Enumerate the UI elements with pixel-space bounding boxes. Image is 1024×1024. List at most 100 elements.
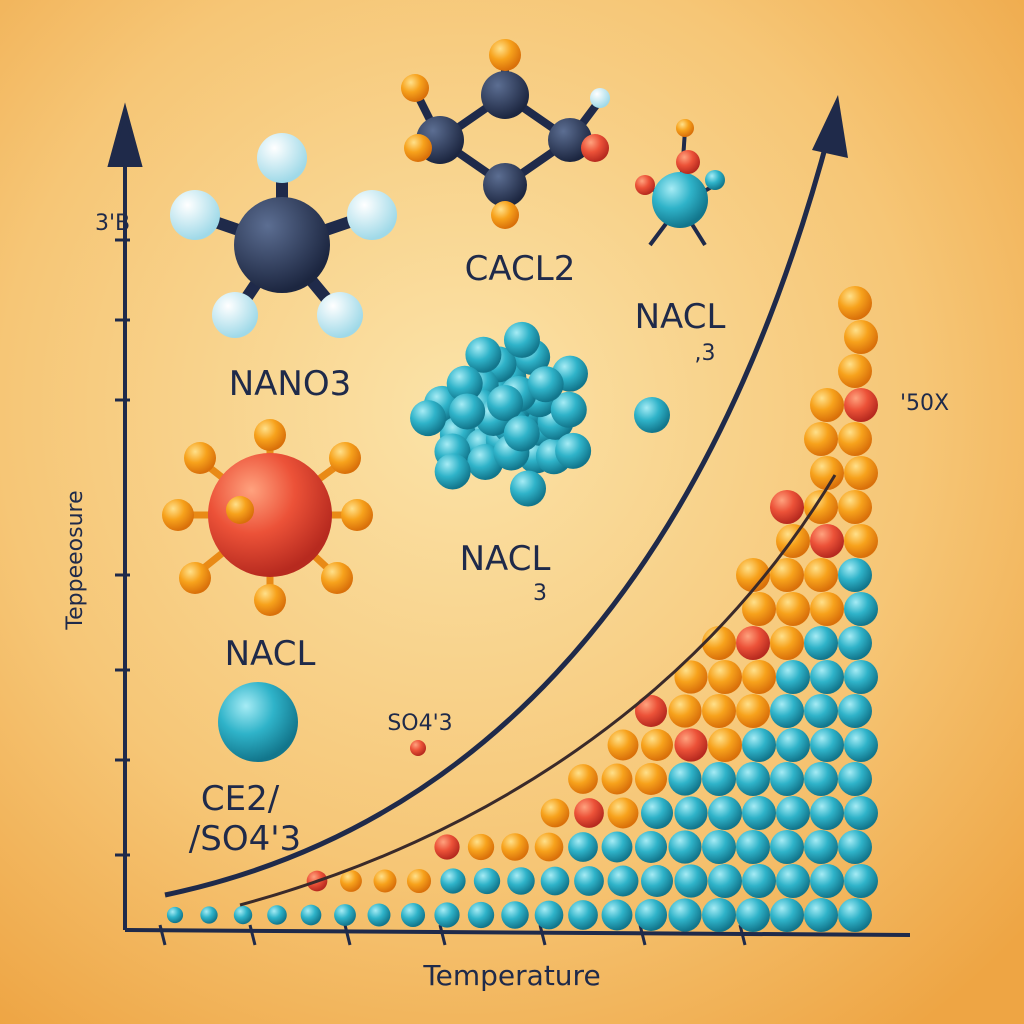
particle — [770, 830, 804, 864]
particle — [668, 694, 702, 728]
particle — [574, 866, 604, 896]
particle — [838, 626, 872, 660]
cluster-atom — [410, 400, 447, 437]
particle — [668, 830, 702, 864]
particle — [844, 388, 878, 422]
particle-field — [166, 286, 878, 932]
particle — [434, 902, 460, 928]
particle — [838, 286, 872, 320]
particle — [702, 762, 736, 796]
particle — [674, 660, 708, 694]
particle — [367, 903, 391, 927]
particle — [634, 898, 668, 932]
cluster-atom — [449, 393, 486, 430]
particle — [770, 694, 804, 728]
cluster-atom — [550, 391, 587, 428]
particle — [776, 864, 810, 898]
particle — [736, 762, 770, 796]
particle — [568, 764, 598, 794]
particle — [742, 660, 776, 694]
right-label: '50X — [900, 391, 949, 416]
label: CE2/ — [201, 779, 280, 819]
particle — [770, 490, 804, 524]
particle — [810, 728, 844, 762]
particle — [742, 728, 776, 762]
particle — [373, 869, 397, 893]
particle — [804, 830, 838, 864]
particle — [810, 592, 844, 626]
x-axis-label: Temperature — [422, 959, 600, 992]
cluster-atom — [446, 365, 483, 402]
molecule-small — [635, 119, 725, 247]
particle — [804, 558, 838, 592]
particle — [742, 864, 776, 898]
sphere — [410, 740, 426, 756]
particle — [607, 865, 639, 897]
particle — [838, 490, 872, 524]
particle — [742, 796, 776, 830]
particle — [844, 796, 878, 830]
particle — [844, 728, 878, 762]
particle — [736, 830, 770, 864]
particle — [844, 524, 878, 558]
particle — [804, 422, 838, 456]
particle — [233, 905, 253, 925]
particle — [844, 660, 878, 694]
curve-arrow — [812, 95, 848, 158]
particle — [607, 729, 639, 761]
particle — [844, 320, 878, 354]
particle — [507, 867, 535, 895]
particle — [776, 592, 810, 626]
y-top-label: 3'B — [95, 211, 130, 236]
particle — [601, 831, 633, 863]
particle — [634, 830, 668, 864]
particle — [674, 728, 708, 762]
particle — [838, 694, 872, 728]
cluster-atom — [555, 432, 592, 469]
particle — [540, 798, 570, 828]
particle — [267, 905, 287, 925]
particle — [534, 832, 564, 862]
label: NACL — [635, 297, 726, 337]
cluster-atom — [503, 321, 540, 358]
molecule-nano3 — [170, 133, 397, 338]
particle — [776, 660, 810, 694]
particle — [473, 867, 501, 895]
particle — [804, 626, 838, 660]
particle — [810, 524, 844, 558]
label: SO4'3 — [387, 711, 452, 736]
particle — [804, 898, 838, 932]
particle — [736, 626, 770, 660]
particle — [501, 901, 529, 929]
label: ,3 — [695, 341, 716, 366]
particle — [702, 830, 736, 864]
particle — [440, 868, 466, 894]
particle — [770, 898, 804, 932]
particle — [568, 900, 598, 930]
particle — [708, 796, 742, 830]
molecule-cluster — [410, 321, 592, 507]
sphere — [218, 682, 298, 762]
cluster-atom — [465, 336, 502, 373]
molecule-nacl — [162, 419, 373, 616]
trend-curve — [164, 129, 833, 898]
particle — [810, 796, 844, 830]
particle — [501, 833, 529, 861]
label: CACL2 — [465, 249, 576, 289]
particle — [406, 868, 432, 894]
cluster-atom — [434, 453, 471, 490]
ticks — [115, 238, 747, 946]
particle — [166, 906, 184, 924]
particle — [736, 558, 770, 592]
particle — [838, 558, 872, 592]
particle — [838, 354, 872, 388]
particle — [708, 728, 742, 762]
particle — [640, 728, 674, 762]
particle — [804, 490, 838, 524]
particle — [300, 904, 322, 926]
axes — [107, 102, 911, 946]
particle — [770, 558, 804, 592]
cluster-atom — [503, 415, 540, 452]
particle — [804, 762, 838, 796]
